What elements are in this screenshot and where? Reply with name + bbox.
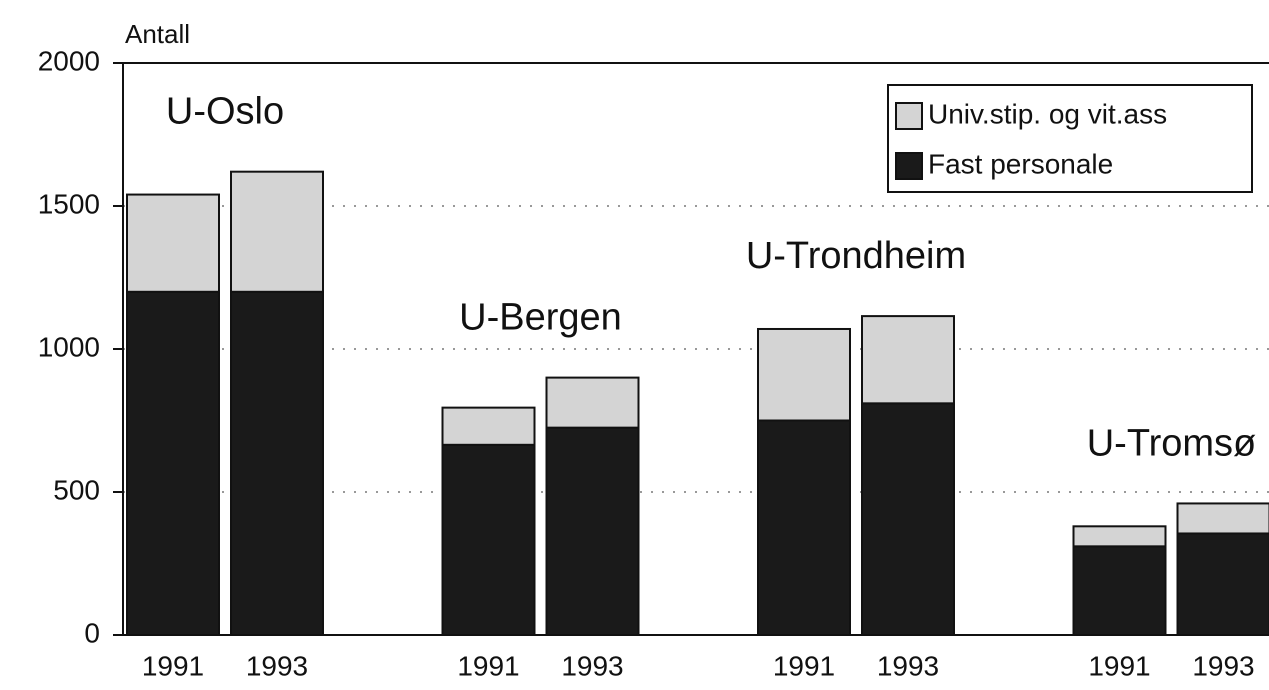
y-tick-label: 2000 xyxy=(38,45,100,76)
bar-segment xyxy=(545,426,640,636)
bar-segment xyxy=(126,193,220,293)
y-tick-label: 1000 xyxy=(38,331,100,362)
x-tick-label: 1991 xyxy=(457,650,519,681)
bar-segment xyxy=(757,419,851,636)
legend-swatch xyxy=(895,102,923,130)
x-tick-label: 1993 xyxy=(561,650,623,681)
group-label: U-Tromsø xyxy=(1087,422,1257,464)
bar-segment xyxy=(441,443,536,636)
y-axis-label: Antall xyxy=(125,19,190,49)
bar-segment xyxy=(1072,525,1167,548)
bar-segment xyxy=(126,290,220,636)
y-tick-label: 500 xyxy=(53,474,100,505)
y-tick-label: 1500 xyxy=(38,188,100,219)
x-tick-label: 1993 xyxy=(1192,650,1254,681)
group-label: U-Trondheim xyxy=(746,235,966,277)
legend-label: Univ.stip. og vit.ass xyxy=(928,98,1167,129)
group-label: U-Oslo xyxy=(166,91,284,133)
x-tick-label: 1993 xyxy=(877,650,939,681)
group-label: U-Bergen xyxy=(459,297,622,339)
bar-segment xyxy=(861,402,955,636)
legend-swatch xyxy=(895,152,923,180)
bar-segment xyxy=(441,406,536,446)
bar-segment xyxy=(757,327,851,422)
bar-segment xyxy=(230,170,324,293)
legend-box xyxy=(887,84,1253,193)
bar-segment xyxy=(1176,502,1269,535)
bar-segment xyxy=(545,376,640,429)
x-tick-label: 1991 xyxy=(1088,650,1150,681)
bar-segment xyxy=(861,315,955,405)
x-tick-label: 1991 xyxy=(773,650,835,681)
bar-segment xyxy=(230,290,324,636)
legend-label: Fast personale xyxy=(928,148,1113,179)
y-tick-label: 0 xyxy=(84,617,100,648)
bar-segment xyxy=(1176,532,1269,636)
x-tick-label: 1993 xyxy=(246,650,308,681)
x-tick-label: 1991 xyxy=(142,650,204,681)
bar-segment xyxy=(1072,545,1167,637)
